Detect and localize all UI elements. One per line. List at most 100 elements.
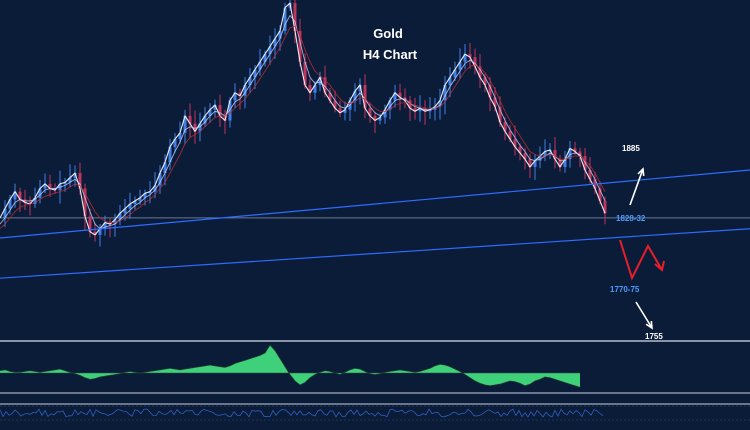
candle-body bbox=[38, 188, 42, 198]
candle-body bbox=[178, 132, 182, 140]
target-label-1885: 1885 bbox=[622, 144, 640, 153]
moving-averages bbox=[0, 2, 606, 236]
candle-body bbox=[408, 100, 412, 109]
oscillator-line bbox=[0, 344, 581, 388]
candle-body bbox=[263, 54, 267, 62]
candle-body bbox=[68, 177, 72, 183]
oscillator-panel bbox=[0, 344, 581, 388]
up-arrow-head bbox=[637, 167, 645, 177]
candle-body bbox=[303, 61, 307, 85]
candle-body bbox=[283, 7, 287, 31]
candle-body bbox=[238, 92, 242, 96]
candle-body bbox=[488, 85, 492, 98]
candle-body bbox=[418, 108, 422, 112]
candle-body bbox=[493, 97, 497, 107]
candle-body bbox=[338, 108, 342, 113]
candle-body bbox=[18, 191, 22, 200]
moving-average-fast bbox=[0, 2, 606, 236]
candle-body bbox=[503, 122, 507, 132]
candle-body bbox=[118, 213, 122, 220]
zigzag-arrowhead bbox=[654, 260, 665, 272]
candle-body bbox=[553, 149, 557, 160]
target-label-1755: 1755 bbox=[645, 332, 663, 341]
candle-body bbox=[383, 109, 387, 118]
candle-body bbox=[533, 160, 537, 167]
candle-body bbox=[308, 85, 312, 93]
candle-body bbox=[313, 85, 317, 93]
candle-body bbox=[3, 208, 7, 218]
candle-body bbox=[143, 193, 147, 198]
candle-body bbox=[523, 153, 527, 160]
candle-body bbox=[208, 109, 212, 116]
candle-body bbox=[323, 77, 327, 93]
candle-body bbox=[128, 204, 132, 209]
chart-title: Gold bbox=[373, 26, 403, 41]
candle-body bbox=[33, 197, 37, 204]
candle-body bbox=[453, 69, 457, 78]
candle-body bbox=[243, 85, 247, 96]
oscillator-histogram bbox=[0, 345, 580, 388]
candle-body bbox=[113, 219, 117, 225]
candle-body bbox=[248, 77, 252, 85]
candle-body bbox=[528, 159, 532, 167]
candle-body bbox=[438, 100, 442, 107]
candle-body bbox=[538, 156, 542, 161]
candle-body bbox=[123, 208, 127, 214]
candle-body bbox=[63, 182, 67, 184]
candle-body bbox=[198, 123, 202, 132]
candle-body bbox=[183, 115, 187, 133]
candle-body bbox=[153, 185, 157, 192]
candle-body bbox=[598, 188, 602, 201]
candle-body bbox=[358, 85, 362, 92]
candle-body bbox=[588, 170, 592, 180]
chart-subtitle: H4 Chart bbox=[363, 47, 418, 62]
candle-body bbox=[413, 108, 417, 112]
candle-body bbox=[498, 106, 502, 123]
candle-body bbox=[158, 173, 162, 186]
candle-body bbox=[93, 231, 97, 235]
down-arrow-head bbox=[645, 320, 653, 330]
candle-body bbox=[513, 139, 517, 147]
candle-body bbox=[333, 100, 337, 109]
candle-body bbox=[473, 57, 477, 67]
upper-trendline bbox=[0, 169, 750, 239]
candle-body bbox=[228, 100, 232, 121]
candle-body bbox=[563, 159, 567, 167]
candle-body bbox=[73, 173, 77, 178]
candle-body bbox=[508, 131, 512, 140]
candle-body bbox=[573, 148, 577, 152]
candle-body bbox=[363, 85, 367, 109]
candle-body bbox=[578, 151, 582, 157]
candle-body bbox=[173, 139, 177, 147]
candle-body bbox=[463, 54, 467, 62]
candle-body bbox=[48, 183, 52, 189]
candle-body bbox=[443, 85, 447, 101]
candle-body bbox=[298, 30, 302, 62]
candle-body bbox=[388, 100, 392, 110]
bottom-indicator-panel bbox=[0, 405, 750, 421]
candle-body bbox=[148, 191, 152, 194]
candle-body bbox=[253, 69, 257, 78]
candle-body bbox=[268, 46, 272, 55]
support-label: 1770-75 bbox=[610, 285, 640, 294]
candle-body bbox=[13, 191, 17, 200]
candle-body bbox=[273, 38, 277, 47]
candle-body bbox=[133, 200, 137, 204]
candle-body bbox=[458, 61, 462, 70]
candle-body bbox=[483, 77, 487, 85]
candle-body bbox=[193, 123, 197, 132]
resistance-label: 1828-32 bbox=[616, 214, 646, 223]
candle-body bbox=[103, 222, 107, 229]
indicator-line bbox=[0, 408, 604, 418]
down-arrow bbox=[635, 301, 653, 329]
candle-body bbox=[88, 216, 92, 232]
candle-body bbox=[218, 105, 222, 116]
trendlines bbox=[0, 169, 750, 279]
candle-body bbox=[278, 30, 282, 39]
candle-body bbox=[393, 92, 397, 101]
forecast-arrows bbox=[619, 167, 665, 330]
candle-body bbox=[108, 222, 112, 225]
moving-average-slow bbox=[0, 25, 606, 230]
candle-body bbox=[568, 148, 572, 160]
